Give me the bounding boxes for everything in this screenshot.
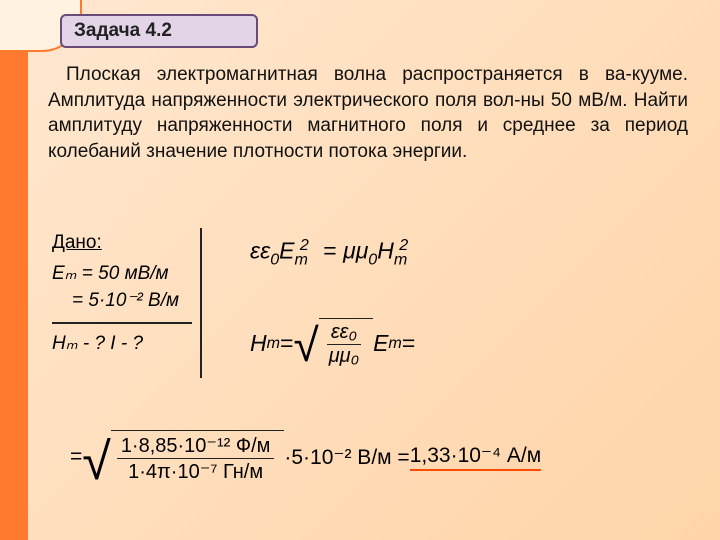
vertical-divider	[200, 228, 202, 378]
given-label: Дано:	[52, 232, 102, 254]
separator-line	[52, 322, 192, 324]
problem-body: Плоская электромагнитная волна распростр…	[48, 64, 688, 162]
given-line-2: = 5·10⁻² В/м	[52, 289, 179, 312]
task-title: Задача 4.2	[60, 14, 258, 48]
given-line-1: Eₘ = 50 мВ/м	[52, 262, 179, 285]
equation-3: = √ 1·8,85·10⁻¹² Ф/м 1·4π·10⁻⁷ Гн/м ·5·1…	[70, 430, 541, 484]
given-ask: Hₘ - ? I - ?	[52, 332, 143, 355]
result-value: 1,33·10⁻⁴ А/м	[410, 443, 541, 471]
problem-text: Плоская электромагнитная волна распростр…	[48, 62, 688, 165]
equation-1: εε0Em2 = μμ0Hm2	[250, 236, 416, 269]
given-block: Eₘ = 50 мВ/м = 5·10⁻² В/м	[52, 262, 179, 316]
equation-2: Hm = √ εε₀ μμ₀ Em =	[250, 318, 415, 368]
